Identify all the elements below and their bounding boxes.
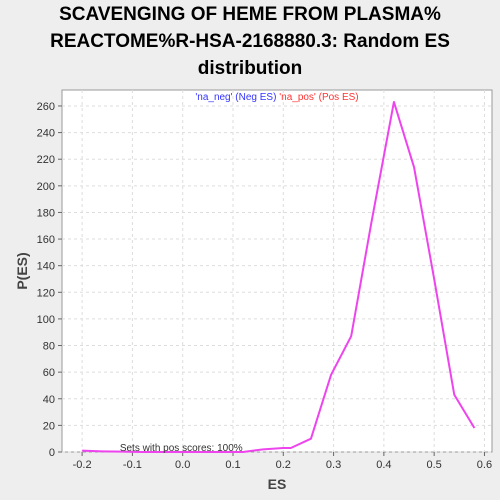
legend: 'na_neg' (Neg ES) 'na_pos' (Pos ES) [195, 92, 358, 103]
y-tick-label: 100 [37, 314, 55, 326]
x-tick-label: 0.4 [376, 459, 391, 471]
x-tick-label: 0.2 [276, 459, 291, 471]
y-axis-label: P(ES) [14, 252, 30, 289]
y-tick-label: 120 [37, 287, 55, 299]
x-axis: -0.2 -0.1 0.0 0.1 0.2 0.3 0.4 0.5 0.6 [73, 452, 492, 471]
x-tick-label: 0.6 [477, 459, 492, 471]
y-axis: 0 20 40 60 80 100 120 140 160 180 200 220 240 260 [37, 101, 62, 459]
y-tick-label: 20 [43, 420, 55, 432]
y-tick-label: 0 [49, 447, 55, 459]
legend-pos-label: 'na_pos' (Pos ES) [279, 92, 358, 103]
plot-area [62, 90, 492, 452]
x-tick-label: 0.0 [175, 459, 190, 471]
y-tick-label: 160 [37, 234, 55, 246]
y-tick-label: 80 [43, 341, 55, 353]
x-tick-label: -0.2 [73, 459, 92, 471]
x-tick-label: 0.1 [225, 459, 240, 471]
y-tick-label: 40 [43, 394, 55, 406]
y-tick-label: 60 [43, 367, 55, 379]
y-tick-label: 180 [37, 207, 55, 219]
x-tick-label: 0.5 [427, 459, 442, 471]
x-tick-label: -0.1 [123, 459, 142, 471]
x-tick-label: 0.3 [326, 459, 341, 471]
y-tick-label: 140 [37, 261, 55, 273]
y-tick-label: 200 [37, 181, 55, 193]
x-axis-label: ES [268, 476, 287, 492]
y-tick-label: 220 [37, 154, 55, 166]
pos-score-annotation: Sets with pos scores: 100% [120, 443, 243, 454]
y-tick-label: 260 [37, 101, 55, 113]
legend-neg-label: 'na_neg' (Neg ES) [195, 92, 276, 103]
y-tick-label: 240 [37, 128, 55, 140]
svg-text:'na_neg' (Neg ES) 'na_po: 'na_neg' (Neg ES) 'na_pos' (Pos ES) [195, 92, 358, 103]
